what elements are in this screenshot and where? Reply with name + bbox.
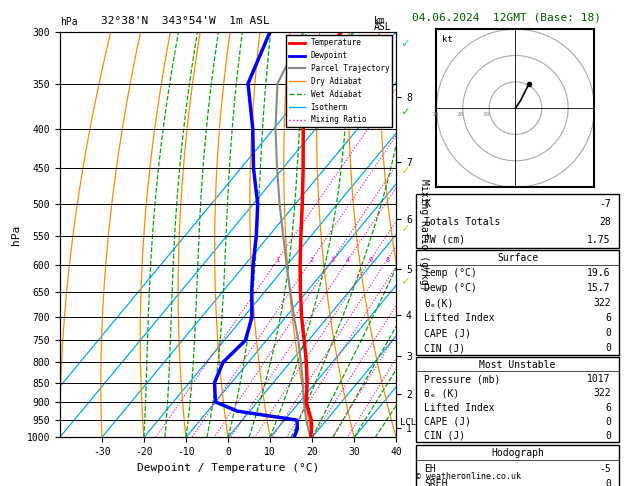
Text: ✓: ✓ [401, 164, 408, 176]
Text: 0: 0 [605, 431, 611, 441]
Text: Lifted Index: Lifted Index [425, 313, 495, 323]
Text: K: K [425, 199, 430, 209]
Text: ASL: ASL [374, 22, 392, 32]
Text: 1: 1 [276, 257, 280, 262]
Text: Surface: Surface [497, 254, 538, 263]
Text: 32°38'N  343°54'W  1m ASL: 32°38'N 343°54'W 1m ASL [101, 16, 269, 26]
Text: 0: 0 [605, 328, 611, 338]
Text: kt: kt [442, 35, 452, 44]
Text: 6: 6 [605, 402, 611, 413]
Text: SREH: SREH [425, 479, 448, 486]
Text: CIN (J): CIN (J) [425, 431, 465, 441]
Text: 19.6: 19.6 [587, 268, 611, 278]
Text: 1017: 1017 [587, 374, 611, 384]
Text: ✓: ✓ [401, 105, 408, 118]
Legend: Temperature, Dewpoint, Parcel Trajectory, Dry Adiabat, Wet Adiabat, Isotherm, Mi: Temperature, Dewpoint, Parcel Trajectory… [286, 35, 392, 127]
Text: 322: 322 [593, 298, 611, 308]
Text: 6: 6 [369, 257, 373, 262]
Text: θₑ(K): θₑ(K) [425, 298, 454, 308]
Text: CAPE (J): CAPE (J) [425, 417, 472, 427]
Text: CAPE (J): CAPE (J) [425, 328, 472, 338]
Text: 10: 10 [482, 112, 490, 117]
Text: 20: 20 [457, 112, 464, 117]
Text: 0: 0 [605, 417, 611, 427]
Text: -5: -5 [599, 464, 611, 474]
Text: LCL: LCL [401, 418, 416, 427]
Text: ✓: ✓ [401, 37, 408, 50]
Text: ✓: ✓ [401, 276, 408, 288]
Text: θₑ (K): θₑ (K) [425, 388, 460, 399]
Text: 0: 0 [605, 343, 611, 353]
Text: Totals Totals: Totals Totals [425, 217, 501, 227]
Y-axis label: hPa: hPa [11, 225, 21, 244]
Text: © weatheronline.co.uk: © weatheronline.co.uk [416, 472, 521, 481]
Text: hPa: hPa [60, 17, 77, 27]
Text: 6: 6 [605, 313, 611, 323]
Text: Lifted Index: Lifted Index [425, 402, 495, 413]
Text: km: km [374, 16, 386, 26]
Text: 04.06.2024  12GMT (Base: 18): 04.06.2024 12GMT (Base: 18) [412, 12, 601, 22]
Text: 8: 8 [386, 257, 389, 262]
Text: CIN (J): CIN (J) [425, 343, 465, 353]
Text: 322: 322 [593, 388, 611, 399]
Text: -7: -7 [599, 199, 611, 209]
Text: Pressure (mb): Pressure (mb) [425, 374, 501, 384]
Text: 3: 3 [331, 257, 335, 262]
Text: 0: 0 [605, 479, 611, 486]
Text: PW (cm): PW (cm) [425, 235, 465, 245]
Text: Temp (°C): Temp (°C) [425, 268, 477, 278]
Text: 30: 30 [431, 112, 439, 117]
Text: Hodograph: Hodograph [491, 448, 544, 458]
Text: 28: 28 [599, 217, 611, 227]
Text: Dewp (°C): Dewp (°C) [425, 283, 477, 294]
Text: Most Unstable: Most Unstable [479, 360, 556, 370]
Text: 1.75: 1.75 [587, 235, 611, 245]
Text: 4: 4 [346, 257, 350, 262]
Text: 15.7: 15.7 [587, 283, 611, 294]
Text: EH: EH [425, 464, 437, 474]
Y-axis label: Mixing Ratio (g/kg): Mixing Ratio (g/kg) [418, 179, 428, 290]
X-axis label: Dewpoint / Temperature (°C): Dewpoint / Temperature (°C) [137, 463, 319, 473]
Text: 2: 2 [309, 257, 314, 262]
Text: ✓: ✓ [401, 222, 408, 235]
